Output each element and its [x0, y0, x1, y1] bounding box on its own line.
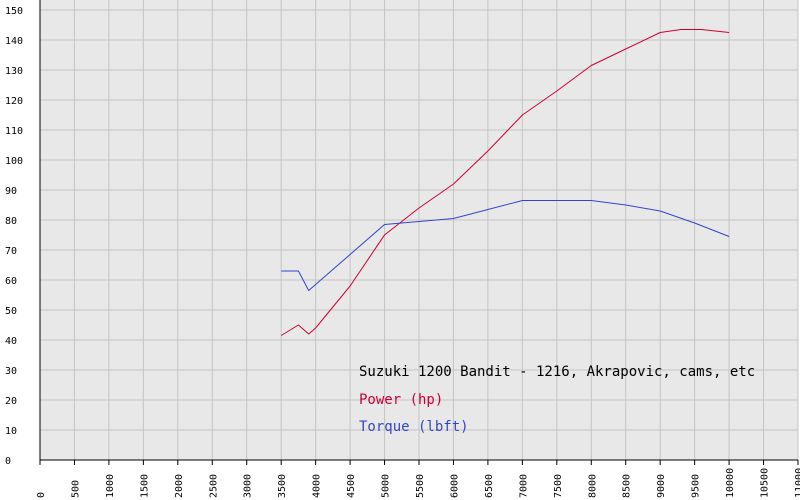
- y-tick-label: 70: [5, 246, 17, 257]
- y-tick-label: 60: [5, 276, 17, 287]
- x-tick-label: 9500: [691, 474, 702, 498]
- y-tick-label: 140: [5, 36, 23, 47]
- y-tick-label: 120: [5, 96, 23, 107]
- y-tick-label: 130: [5, 66, 23, 77]
- x-tick-label: 500: [70, 480, 81, 498]
- y-tick-label: 80: [5, 216, 17, 227]
- x-tick-label: 6000: [449, 474, 460, 498]
- gridlines: [39, 0, 799, 461]
- x-tick-label: 5000: [381, 474, 392, 498]
- y-tick-label: 110: [5, 126, 23, 137]
- x-tick-label: 1500: [139, 474, 150, 498]
- y-tick-label: 50: [5, 306, 17, 317]
- y-tick-label: 150: [5, 6, 23, 17]
- y-tick-label: 40: [5, 336, 17, 347]
- x-tick-label: 3000: [243, 474, 254, 498]
- chart-title: Suzuki 1200 Bandit - 1216, Akrapovic, ca…: [359, 364, 755, 380]
- y-tick-labels: 0 10 20 30 40 50 60 70 80 90 100 110 120 130 140 150: [5, 6, 23, 467]
- series-lines: [280, 29, 730, 336]
- x-tick-label: 11000: [794, 468, 800, 498]
- legend: Suzuki 1200 Bandit - 1216, Akrapovic, ca…: [359, 364, 755, 435]
- x-tick-labels: 0 500 1000 1500 2000 2500 3000 3500 4000 4500 5000…: [36, 468, 800, 498]
- x-tick-label: 6500: [484, 474, 495, 498]
- x-tick-label: 4500: [346, 474, 357, 498]
- x-tick-label: 9000: [656, 474, 667, 498]
- x-tick-label: 1000: [105, 474, 116, 498]
- torque-line: [281, 200, 730, 291]
- y-tick-label: 0: [5, 456, 11, 467]
- x-tick-label: 7000: [518, 474, 529, 498]
- x-tick-label: 10500: [760, 468, 771, 498]
- axes: [39, 0, 799, 465]
- x-tick-label: 8000: [587, 474, 598, 498]
- y-tick-label: 100: [5, 156, 23, 167]
- legend-entry-torque: Torque (lbft): [359, 419, 469, 435]
- x-tick-label: 5500: [415, 474, 426, 498]
- y-tick-label: 10: [5, 426, 17, 437]
- x-tick-label: 4000: [312, 474, 323, 498]
- x-tick-label: 7500: [553, 474, 564, 498]
- legend-entry-power: Power (hp): [359, 392, 443, 408]
- y-tick-label: 30: [5, 366, 17, 377]
- x-tick-label: 0: [36, 492, 47, 498]
- x-tick-label: 2500: [208, 474, 219, 498]
- y-tick-label: 90: [5, 186, 17, 197]
- x-tick-label: 8500: [622, 474, 633, 498]
- y-tick-label: 20: [5, 396, 17, 407]
- power-line: [280, 29, 730, 336]
- x-tick-label: 2000: [174, 474, 185, 498]
- x-tick-label: 10000: [725, 468, 736, 498]
- x-tick-label: 3500: [277, 474, 288, 498]
